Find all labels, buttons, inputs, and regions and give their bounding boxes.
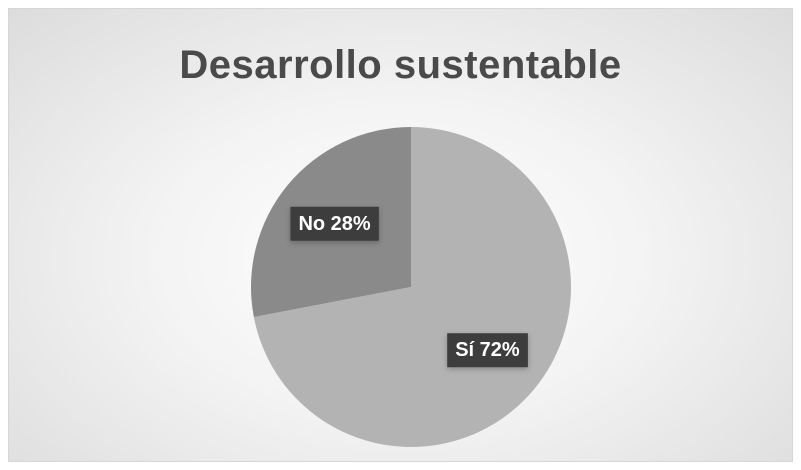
data-label-text: No 28% [298,213,370,235]
data-label-text: Sí 72% [455,339,520,361]
data-label-box [447,333,528,368]
data-label-no: No 28% [290,206,379,241]
data-label-si: Sí 72% [447,333,528,368]
chart-title: Desarrollo sustentable [179,43,622,87]
chart-area: Desarrollo sustentable Sí 72% No 28% [8,8,793,462]
pie-chart: Sí 72% No 28% [251,127,571,447]
data-label-box [290,206,379,241]
